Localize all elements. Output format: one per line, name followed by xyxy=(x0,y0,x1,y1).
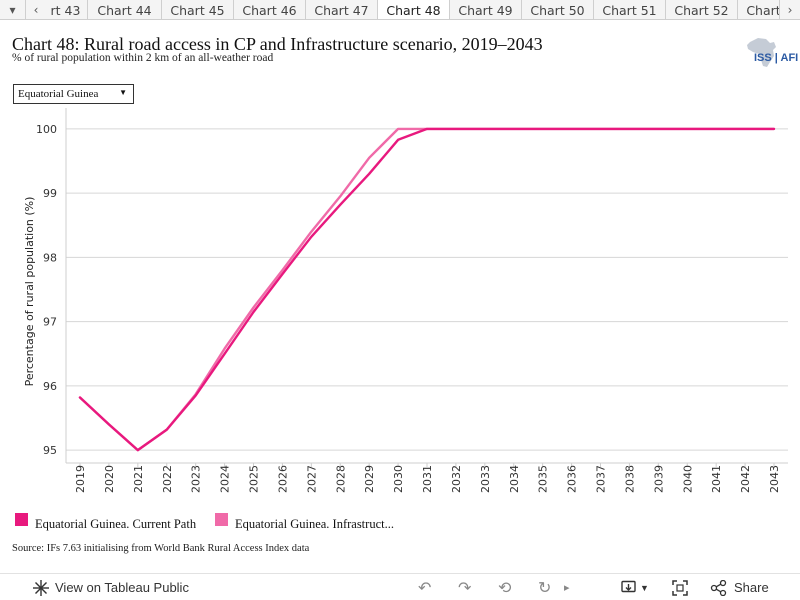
y-tick-label: 99 xyxy=(43,187,57,200)
x-tick-label: 2026 xyxy=(276,465,289,493)
series-line-current-path xyxy=(78,127,776,452)
tab-chart[interactable]: Chart 44 xyxy=(88,0,162,19)
y-tick-label: 98 xyxy=(43,251,57,264)
x-tick-label: 2019 xyxy=(74,465,87,493)
fullscreen-icon xyxy=(672,579,688,596)
x-tick-label: 2038 xyxy=(623,465,636,493)
x-tick-label: 2027 xyxy=(305,465,318,493)
refresh-button[interactable]: ↻ xyxy=(538,574,551,600)
x-tick-label: 2021 xyxy=(132,465,145,493)
x-tick-label: 2032 xyxy=(450,465,463,493)
pause-icon: ▸ xyxy=(564,582,570,594)
x-tick-label: 2025 xyxy=(248,465,261,493)
tab-chart[interactable]: Chart 50 xyxy=(522,0,594,19)
tab-chart[interactable]: Chart 48 xyxy=(378,0,450,19)
tab-bar: ▾ ‹ rt 43 Chart 44 Chart 45 Chart 46 Chart 4… xyxy=(0,0,800,20)
fullscreen-button[interactable] xyxy=(672,574,688,600)
x-tick-label: 2041 xyxy=(710,465,723,493)
legend-item-current-path[interactable]: Equatorial Guinea. Current Path xyxy=(15,510,196,532)
download-button[interactable]: ▼ xyxy=(620,574,649,600)
undo-icon: ↶ xyxy=(418,579,432,597)
tab-chart[interactable]: Chart 46 xyxy=(234,0,306,19)
tab-chart[interactable]: rt 43 xyxy=(44,0,88,19)
y-tick-label: 97 xyxy=(43,316,57,329)
tab-chart[interactable]: Chart 51 xyxy=(594,0,666,19)
x-tick-label: 2036 xyxy=(566,465,579,493)
legend-item-infrastructure[interactable]: Equatorial Guinea. Infrastruct... xyxy=(215,510,394,532)
iss-africa-map-logo xyxy=(747,38,776,67)
x-tick-label: 2039 xyxy=(652,465,665,493)
pause-button[interactable]: ▸ xyxy=(564,574,570,600)
x-tick-label: 2030 xyxy=(392,465,405,493)
revert-icon: ⟲ xyxy=(498,579,512,597)
x-tick-label: 2028 xyxy=(334,465,347,493)
x-tick-label: 2042 xyxy=(739,465,752,493)
undo-button[interactable]: ↶ xyxy=(418,574,431,600)
view-on-tableau-label: View on Tableau Public xyxy=(55,580,189,595)
tab-chart[interactable]: Chart 49 xyxy=(450,0,522,19)
legend-swatch-infrastructure xyxy=(215,513,228,526)
legend-swatch-current-path xyxy=(15,513,28,526)
legend-label-current-path: Equatorial Guinea. Current Path xyxy=(35,517,197,531)
view-on-tableau-public-link[interactable]: View on Tableau Public xyxy=(32,574,189,600)
tableau-logo-icon xyxy=(33,579,49,596)
share-button[interactable]: Share xyxy=(710,574,769,600)
y-tick-label: 96 xyxy=(43,380,57,393)
line-chart: 95 96 97 98 99 100 2019 2020 2021 2022 2023 2024 202… xyxy=(23,108,788,493)
dropdown-arrow-icon: ▼ xyxy=(119,88,127,97)
y-tick-label: 100 xyxy=(36,123,57,136)
tab-prev-icon[interactable]: ‹ xyxy=(27,0,45,19)
y-tick-label: 95 xyxy=(43,444,57,457)
tab-next-icon[interactable]: › xyxy=(779,0,800,19)
refresh-icon: ↻ xyxy=(538,579,552,597)
x-tick-label: 2040 xyxy=(681,465,694,493)
download-chevron-icon: ▼ xyxy=(640,582,649,593)
share-icon xyxy=(710,579,727,596)
tab-list-dropdown-icon[interactable]: ▾ xyxy=(0,0,26,19)
x-tick-label: 2024 xyxy=(219,465,232,493)
x-tick-label: 2043 xyxy=(768,465,781,493)
x-tick-label: 2031 xyxy=(421,465,434,493)
redo-icon: ↷ xyxy=(458,579,472,597)
revert-button[interactable]: ⟲ xyxy=(498,574,511,600)
x-tick-label: 2023 xyxy=(190,465,203,493)
country-select-value: Equatorial Guinea xyxy=(18,88,99,100)
x-tick-label: 2020 xyxy=(103,465,116,493)
tableau-toolbar: View on Tableau Public ↶ ↷ ⟲ ↻ ▸ ▼ Share xyxy=(0,573,800,600)
download-icon xyxy=(621,580,636,592)
series-line-infrastructure xyxy=(78,127,776,452)
chart-title: Chart 48: Rural road access in CP and In… xyxy=(12,34,543,54)
y-axis-label: Percentage of rural population (%) xyxy=(23,197,36,387)
tab-strip: rt 43 Chart 44 Chart 45 Chart 46 Chart 47 Cha… xyxy=(44,0,790,19)
redo-button[interactable]: ↷ xyxy=(458,574,471,600)
x-tick-label: 2022 xyxy=(161,465,174,493)
x-tick-label: 2029 xyxy=(363,465,376,493)
tab-chart[interactable]: Chart 45 xyxy=(162,0,234,19)
legend-label-infrastructure: Equatorial Guinea. Infrastruct... xyxy=(235,517,394,531)
x-tick-label: 2033 xyxy=(479,465,492,493)
tab-chart[interactable]: Chart 47 xyxy=(306,0,378,19)
iss-logo-text: ISS | AFI xyxy=(754,52,799,64)
chart-legend: Equatorial Guinea. Current Path Equatori… xyxy=(0,510,800,532)
country-select[interactable]: Equatorial Guinea ▼ xyxy=(13,84,134,104)
source-note: Source: IFs 7.63 initialising from World… xyxy=(12,543,310,554)
chart-subtitle: % of rural population within 2 km of an … xyxy=(12,52,274,64)
x-tick-label: 2034 xyxy=(508,465,521,493)
x-tick-label: 2035 xyxy=(537,465,550,493)
share-label: Share xyxy=(734,580,769,595)
x-tick-label: 2037 xyxy=(595,465,608,493)
tab-chart[interactable]: Chart 52 xyxy=(666,0,738,19)
